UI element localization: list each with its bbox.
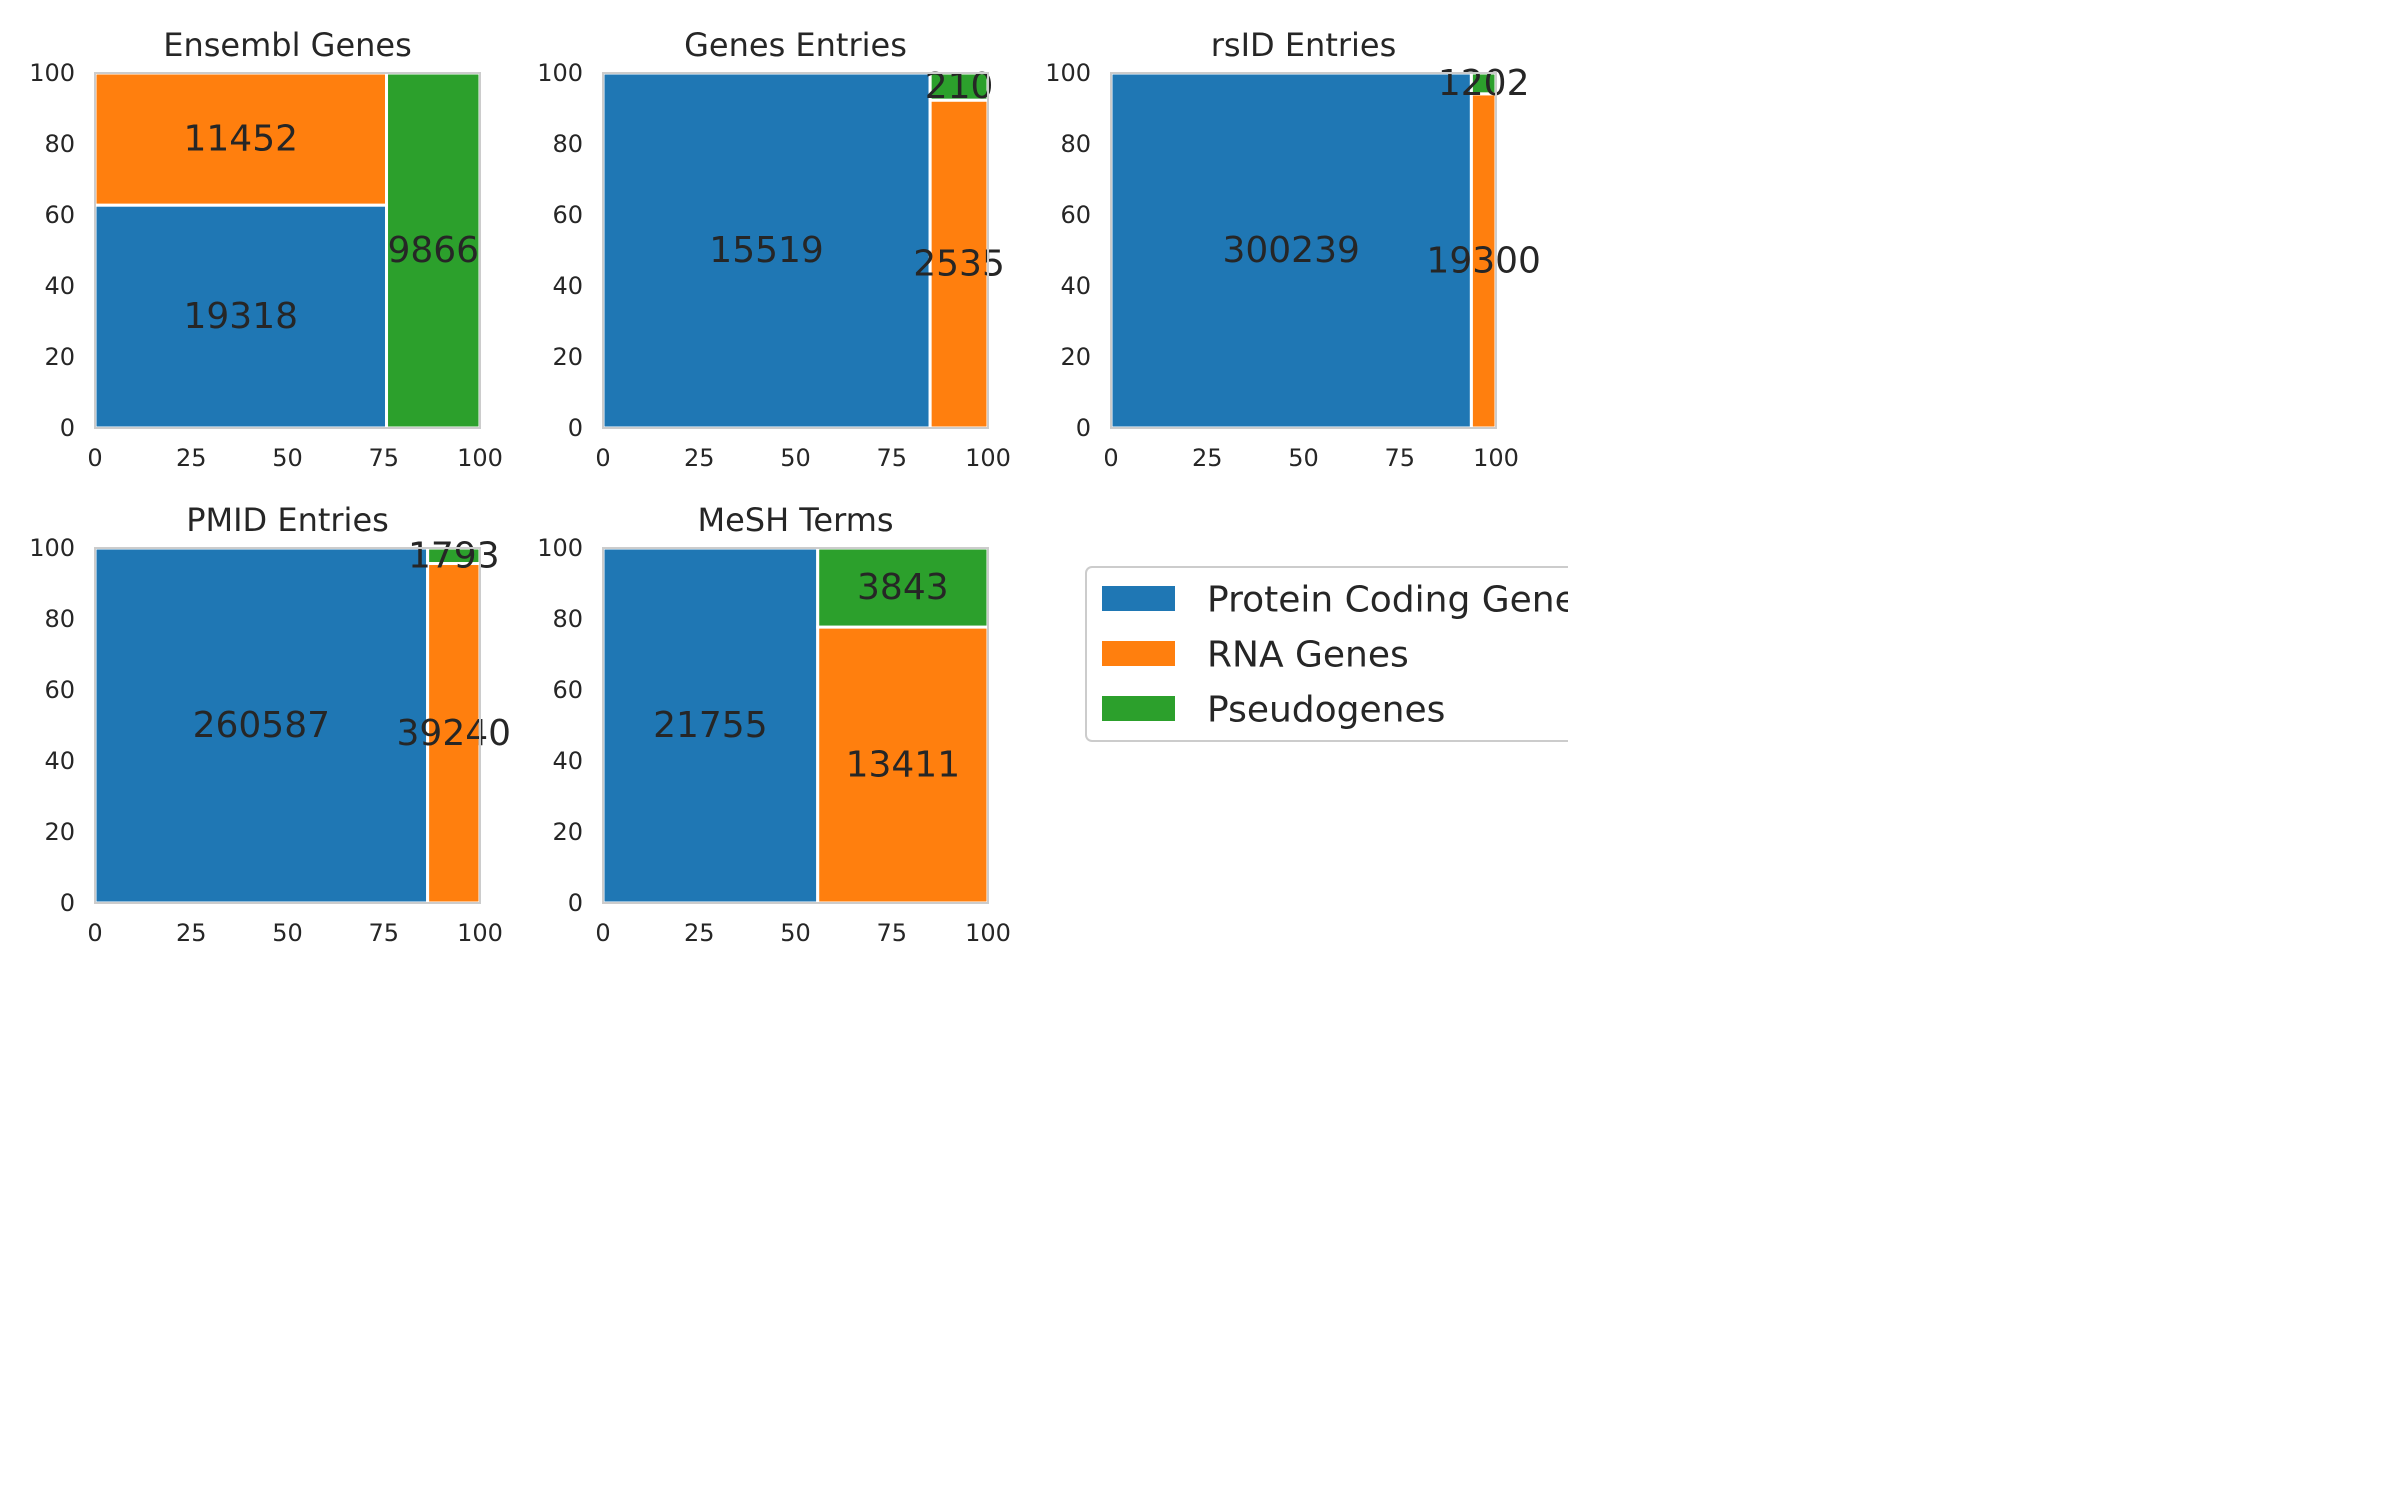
plot-frame	[602, 72, 989, 429]
tile-value-label: 1202	[1438, 63, 1530, 104]
x-tick-label: 75	[876, 919, 907, 947]
y-tick-label: 0	[1076, 414, 1091, 442]
treemap-tile	[601, 546, 820, 905]
y-tick-label: 60	[552, 201, 583, 229]
x-tick-label: 50	[272, 919, 303, 947]
x-tick-label: 75	[368, 919, 399, 947]
x-tick-label: 50	[272, 444, 303, 472]
panel-title: PMID Entries	[186, 501, 389, 539]
treemap-tile	[1469, 92, 1498, 430]
y-tick-label: 80	[552, 605, 583, 633]
y-tick-label: 20	[1060, 343, 1091, 371]
y-tick-label: 60	[44, 201, 75, 229]
legend-label: Protein Coding Genes	[1207, 580, 1568, 621]
panel-title: Genes Entries	[684, 26, 907, 64]
legend-box	[1085, 566, 1568, 742]
y-tick-label: 60	[44, 676, 75, 704]
x-tick-label: 50	[1288, 444, 1319, 472]
y-tick-label: 100	[537, 59, 583, 87]
y-tick-label: 80	[44, 605, 75, 633]
tile-value-label: 21755	[653, 705, 768, 746]
treemap-tile	[426, 562, 482, 905]
legend-swatch	[1102, 641, 1175, 666]
y-tick-label: 0	[60, 889, 75, 917]
tile-value-label: 260587	[193, 705, 330, 746]
treemap-figure: Ensembl Genes 19318 11452 9866 0 25 50 75 100 0 20…	[29, 26, 1568, 947]
legend-swatch	[1102, 696, 1175, 721]
tile-value-label: 39240	[397, 713, 512, 754]
x-tick-label: 100	[457, 444, 503, 472]
x-tick-label: 75	[876, 444, 907, 472]
y-tick-label: 40	[44, 272, 75, 300]
plot-frame	[94, 72, 481, 429]
x-tick-label: 0	[87, 444, 102, 472]
treemap-tile	[93, 203, 389, 430]
y-tick-label: 20	[552, 343, 583, 371]
y-tick-label: 40	[552, 747, 583, 775]
x-tick-label: 25	[1192, 444, 1223, 472]
y-tick-label: 40	[552, 272, 583, 300]
plot-frame	[94, 547, 481, 904]
tile-value-label: 2535	[913, 244, 1005, 285]
y-tick-label: 80	[44, 130, 75, 158]
tile-value-label: 300239	[1222, 230, 1359, 271]
x-tick-label: 25	[684, 919, 715, 947]
tile-value-label: 19318	[183, 296, 298, 337]
y-tick-label: 20	[552, 818, 583, 846]
y-tick-label: 100	[29, 534, 75, 562]
y-tick-label: 40	[44, 747, 75, 775]
tile-value-label: 9866	[387, 230, 479, 271]
panel-title: rsID Entries	[1211, 26, 1397, 64]
x-tick-label: 100	[965, 919, 1011, 947]
panel-title: MeSH Terms	[697, 501, 893, 539]
y-tick-label: 60	[552, 676, 583, 704]
y-tick-label: 0	[568, 414, 583, 442]
y-tick-label: 20	[44, 343, 75, 371]
tile-value-label: 11452	[183, 119, 298, 160]
plot-frame	[1110, 72, 1497, 429]
tile-value-label: 15519	[709, 230, 824, 271]
panel-title: Ensembl Genes	[163, 26, 412, 64]
plot-frame	[602, 547, 989, 904]
x-tick-label: 0	[87, 919, 102, 947]
x-tick-label: 0	[595, 919, 610, 947]
y-tick-label: 0	[60, 414, 75, 442]
y-tick-label: 40	[1060, 272, 1091, 300]
treemap-tile	[1109, 71, 1473, 430]
x-tick-label: 75	[1384, 444, 1415, 472]
legend-label: RNA Genes	[1207, 635, 1409, 676]
y-tick-label: 80	[552, 130, 583, 158]
treemap-tile	[93, 71, 389, 207]
x-tick-label: 25	[176, 444, 207, 472]
y-tick-label: 60	[1060, 201, 1091, 229]
x-tick-label: 100	[1473, 444, 1519, 472]
treemap-tile	[816, 625, 990, 905]
tile-value-label: 19300	[1426, 240, 1541, 281]
x-tick-label: 75	[368, 444, 399, 472]
y-tick-label: 100	[1045, 59, 1091, 87]
x-tick-label: 100	[965, 444, 1011, 472]
treemap-tile	[93, 546, 430, 905]
x-tick-label: 0	[595, 444, 610, 472]
x-tick-label: 25	[684, 444, 715, 472]
legend-swatch	[1102, 586, 1175, 611]
x-tick-label: 50	[780, 919, 811, 947]
y-tick-label: 20	[44, 818, 75, 846]
x-tick-label: 50	[780, 444, 811, 472]
tile-value-label: 3843	[857, 567, 949, 608]
x-tick-label: 100	[457, 919, 503, 947]
tile-value-label: 13411	[846, 745, 961, 786]
y-tick-label: 80	[1060, 130, 1091, 158]
x-tick-label: 25	[176, 919, 207, 947]
tile-value-label: 1793	[408, 535, 500, 576]
y-tick-label: 100	[29, 59, 75, 87]
x-tick-label: 0	[1103, 444, 1118, 472]
legend-label: Pseudogenes	[1207, 690, 1445, 731]
y-tick-label: 100	[537, 534, 583, 562]
y-tick-label: 0	[568, 889, 583, 917]
